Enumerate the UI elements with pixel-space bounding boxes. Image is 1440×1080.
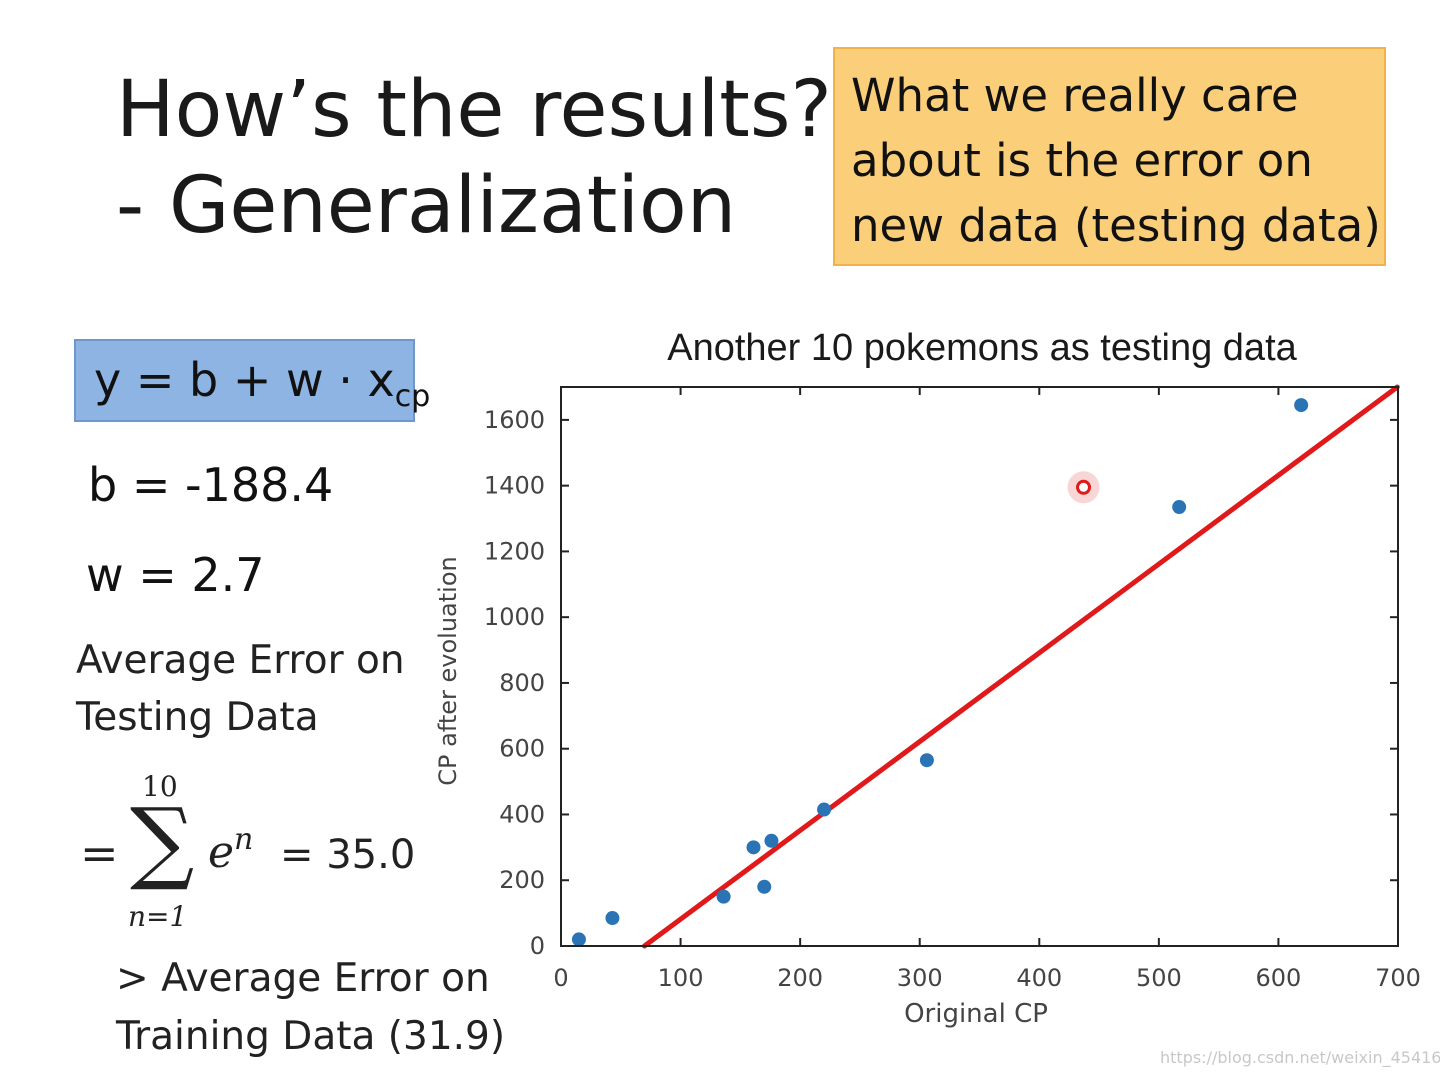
b-value: b = -188.4	[88, 458, 334, 512]
sum-term-base: e	[208, 827, 235, 878]
sigma-symbol: ∑	[130, 789, 195, 894]
plot-area-frame	[560, 386, 1399, 947]
data-point	[716, 889, 731, 904]
compare-line-1: > Average Error on	[116, 956, 490, 1001]
title-line-2: - Generalization	[116, 161, 737, 251]
y-axis-label: CP after evoluation	[434, 556, 462, 785]
training-error-comparison: > Average Error on Training Data (31.9)	[116, 950, 505, 1066]
model-formula-box: y = b + w · xcp	[74, 339, 430, 422]
x-tick-label: 500	[1136, 964, 1182, 992]
avg-error-label: Average Error on Testing Data	[76, 632, 405, 746]
callout-box: What we really care about is the error o…	[833, 47, 1386, 266]
watermark: https://blog.csdn.net/weixin_45416911	[1160, 1048, 1440, 1067]
y-tick-label: 1000	[484, 603, 545, 631]
y-tick-label: 1400	[484, 472, 545, 500]
formula-main: y = b + w · x	[94, 353, 395, 407]
y-tick-label: 1200	[484, 537, 545, 565]
x-tick-label: 200	[777, 964, 823, 992]
x-tick-label: 400	[1016, 964, 1062, 992]
x-tick-label: 300	[897, 964, 943, 992]
y-tick-label: 200	[499, 866, 545, 894]
y-tick-label: 400	[499, 800, 545, 828]
avg-error-line-1: Average Error on	[76, 638, 405, 683]
slide-title: How’s the results? - Generalization	[116, 62, 832, 254]
chart-title: Another 10 pokemons as testing data	[667, 327, 1297, 369]
sum-equals-sign: =	[80, 826, 119, 880]
sum-upper-limit: 10	[142, 770, 178, 803]
sum-lower-limit: n=1	[128, 900, 188, 933]
data-point	[605, 911, 620, 926]
sum-result: = 35.0	[280, 832, 416, 878]
error-sum-formula: = 10 ∑ n=1 en = 35.0	[80, 770, 420, 940]
data-point	[817, 802, 832, 817]
data-point	[1172, 500, 1187, 515]
x-tick-label: 700	[1375, 964, 1421, 992]
model-formula: y = b + w · xcp	[94, 351, 430, 426]
x-tick-label: 100	[658, 964, 704, 992]
compare-line-2: Training Data (31.9)	[116, 1014, 506, 1059]
y-tick-label: 600	[499, 735, 545, 763]
y-tick-label: 1600	[484, 406, 545, 434]
title-line-1: How’s the results?	[116, 65, 832, 155]
sum-term: en	[208, 822, 253, 878]
x-tick-label: 0	[553, 964, 568, 992]
y-tick-label: 0	[530, 932, 545, 960]
x-axis-label: Original CP	[904, 999, 1048, 1029]
data-point	[919, 753, 934, 768]
sum-term-superscript: n	[234, 822, 254, 857]
formula-subscript: cp	[394, 379, 431, 414]
w-value: w = 2.7	[86, 548, 265, 602]
data-point	[571, 932, 586, 947]
highlighted-data-point	[1076, 479, 1092, 495]
data-point	[764, 833, 779, 848]
y-tick-label: 800	[499, 669, 545, 697]
data-point	[746, 840, 761, 855]
x-tick-label: 600	[1256, 964, 1302, 992]
avg-error-line-2: Testing Data	[76, 695, 319, 740]
scatter-chart: Another 10 pokemons as testing data Orig…	[434, 327, 1421, 1029]
data-point	[757, 879, 772, 894]
data-point	[1294, 398, 1309, 413]
callout-text: What we really care about is the error o…	[851, 69, 1381, 252]
regression-line	[641, 384, 1400, 949]
